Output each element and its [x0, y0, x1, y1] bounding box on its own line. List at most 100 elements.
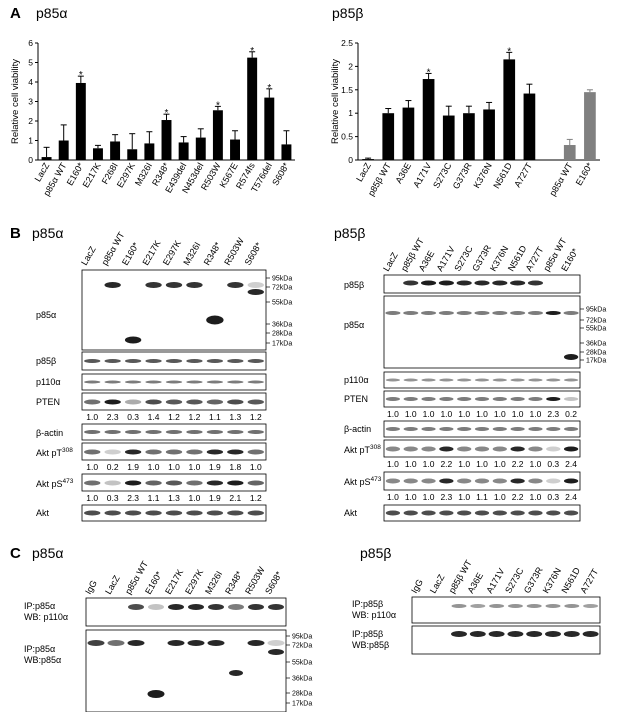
band: [439, 397, 454, 401]
band: [124, 510, 142, 516]
band: [385, 478, 401, 484]
band: [148, 604, 164, 610]
bar: [230, 139, 241, 160]
band: [247, 430, 264, 434]
y-axis-label: Relative cell viability: [10, 59, 21, 144]
bar: [212, 110, 223, 160]
bar: [178, 142, 189, 160]
band: [188, 604, 204, 610]
ip2-line2: WB:p85β: [352, 640, 389, 650]
band: [527, 311, 544, 315]
band: [128, 604, 144, 610]
quant-value: 1.0: [494, 459, 506, 469]
band: [438, 311, 454, 315]
band: [186, 282, 203, 288]
band: [247, 510, 264, 516]
band: [470, 604, 486, 608]
band: [186, 380, 203, 384]
row-label-akt-t308: Akt pT308: [36, 447, 73, 458]
lane-label: S608*: [263, 569, 284, 596]
x-tick-label: p85α WT: [547, 161, 574, 198]
lane-label: E160*: [120, 240, 141, 267]
band: [186, 399, 203, 405]
quant-value: 1.0: [189, 493, 201, 503]
band: [492, 311, 508, 315]
band: [145, 449, 162, 455]
quant-value: 1.0: [494, 492, 506, 502]
band: [403, 311, 419, 315]
quant-value: 1.9: [127, 462, 139, 472]
bar: [402, 107, 415, 160]
quant-value: 1.3: [168, 493, 180, 503]
bar: [563, 145, 576, 160]
lane-label: E217K: [140, 239, 162, 267]
ip1-line1: IP:p85α: [24, 601, 55, 611]
band: [104, 510, 121, 516]
quant-value: 1.0: [250, 462, 262, 472]
band: [546, 427, 561, 431]
row-label-p85b: p85β: [344, 280, 364, 290]
quant-value: 2.4: [565, 492, 577, 502]
quant-value: 1.2: [250, 493, 262, 503]
panel-b-letter: B: [10, 225, 21, 242]
quant-value: 1.0: [530, 409, 542, 419]
bar: [161, 120, 172, 160]
band: [84, 510, 101, 516]
blot-strip-p110a: [383, 371, 581, 389]
quant-value: 1.1: [209, 412, 221, 422]
quant-value: 1.0: [530, 459, 542, 469]
y-tick-label: 0: [28, 155, 33, 165]
y-tick-label: 3: [28, 97, 33, 107]
row-label-p85b: p85β: [36, 356, 56, 366]
band: [186, 510, 203, 516]
quant-value: 2.2: [512, 492, 524, 502]
marker-label: 72kDa: [586, 318, 606, 325]
panel-c-letter: C: [10, 545, 21, 562]
band: [564, 604, 580, 608]
quant-value: 2.2: [512, 459, 524, 469]
band: [474, 427, 490, 431]
band: [207, 640, 225, 646]
band: [582, 631, 599, 637]
bar: [58, 140, 69, 160]
ip1-line2: WB: p110α: [24, 612, 68, 622]
bar: [523, 93, 536, 160]
band: [124, 449, 142, 455]
band: [124, 359, 142, 363]
lane-label: IgG: [409, 577, 425, 595]
quant-value: 1.0: [530, 492, 542, 502]
band: [247, 282, 264, 288]
band: [127, 640, 145, 646]
row-label-akt-s473: Akt pS473: [344, 476, 382, 487]
row-label-p110a: p110α: [344, 375, 369, 385]
band: [227, 510, 244, 516]
quant-value: 1.1: [148, 493, 160, 503]
quant-value: 1.0: [405, 459, 417, 469]
band: [104, 380, 121, 384]
band: [385, 510, 401, 516]
band: [528, 378, 543, 382]
band: [87, 640, 105, 646]
row-label-akt-t308: Akt pT308: [344, 444, 381, 455]
marker-label: 95kDa: [272, 276, 292, 283]
quant-value: 1.9: [209, 493, 221, 503]
marker-label: 17kDa: [586, 358, 606, 365]
row-label-akt-s473-text: Akt pS: [36, 479, 63, 489]
band: [403, 378, 418, 382]
band: [145, 430, 162, 434]
band: [457, 510, 472, 516]
band: [510, 311, 526, 315]
quant-value: 0.3: [547, 492, 559, 502]
band: [84, 359, 101, 363]
band: [457, 427, 472, 431]
lane-label: E297K: [183, 568, 205, 596]
quant-value: 0.3: [127, 412, 139, 422]
band: [528, 510, 543, 516]
chart-a-right: 0 0.5 1 1.5 2 2.5 Relative cell viability LacZ p…: [330, 38, 600, 198]
band: [165, 480, 183, 486]
ip2-line1: IP:p85β: [352, 629, 383, 639]
band: [229, 670, 243, 676]
band: [546, 378, 561, 382]
x-tick-label: LacZ: [354, 161, 373, 184]
